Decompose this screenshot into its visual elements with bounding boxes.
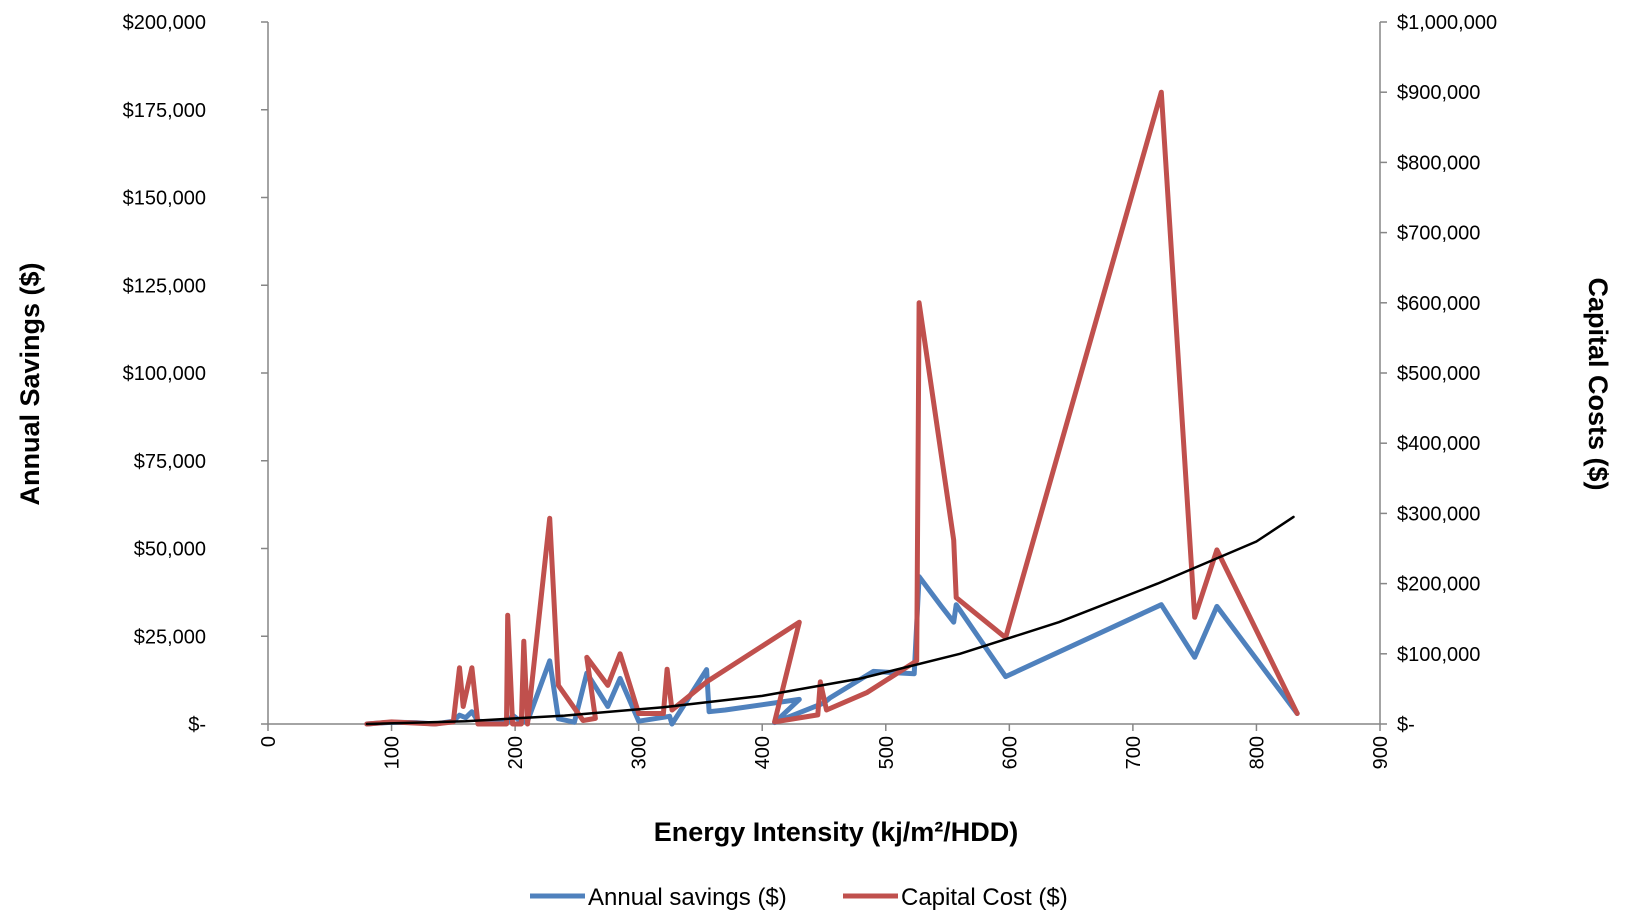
- right-tick-label: $400,000: [1397, 433, 1480, 455]
- right-tick-label: $800,000: [1397, 152, 1480, 174]
- left-tick-label: $150,000: [123, 188, 206, 210]
- x-tick-label: 800: [1246, 736, 1268, 769]
- x-tick-label: 400: [752, 736, 774, 769]
- annual-savings-line: [364, 574, 1300, 727]
- left-tick-label: $25,000: [134, 626, 206, 648]
- right-tick-label: $200,000: [1397, 574, 1480, 596]
- x-tick-label: 700: [1123, 736, 1145, 769]
- x-axis-ticks: 0 100 200 300 400 500 600 700 800 900: [258, 724, 1392, 769]
- right-tick-label: $500,000: [1397, 363, 1480, 385]
- right-tick-label: $600,000: [1397, 293, 1480, 315]
- left-tick-label: $50,000: [134, 539, 206, 561]
- left-tick-label: $125,000: [123, 275, 206, 297]
- right-tick-label: $900,000: [1397, 82, 1480, 104]
- right-tick-label: $100,000: [1397, 644, 1480, 666]
- right-axis-ticks: $- $100,000 $200,000 $300,000 $400,000 $500,0…: [1380, 12, 1497, 736]
- series-layer: [364, 89, 1300, 727]
- left-tick-label: $200,000: [123, 12, 206, 34]
- x-tick-label: 600: [999, 736, 1021, 769]
- right-tick-label: $300,000: [1397, 503, 1480, 525]
- x-tick-label: 100: [382, 736, 404, 769]
- left-tick-label: $-: [188, 714, 206, 736]
- left-axis-ticks: $- $25,000 $50,000 $75,000 $100,000 $125,000 $…: [123, 12, 268, 736]
- x-tick-label: 200: [505, 736, 527, 769]
- x-tick-label: 500: [876, 736, 898, 769]
- left-tick-label: $75,000: [134, 451, 206, 473]
- right-tick-label: $700,000: [1397, 223, 1480, 245]
- right-tick-label: $-: [1397, 714, 1415, 736]
- x-tick-label: 0: [258, 736, 280, 747]
- x-tick-label: 900: [1370, 736, 1392, 769]
- legend-label-annual-savings: Annual savings ($): [588, 884, 787, 911]
- right-tick-label: $1,000,000: [1397, 12, 1497, 34]
- x-axis-title: Energy Intensity (kj/m²/HDD): [654, 817, 1019, 847]
- x-tick-label: 300: [629, 736, 651, 769]
- left-axis-title: Annual Savings ($): [15, 262, 45, 505]
- right-axis-title: Capital Costs ($): [1583, 277, 1613, 490]
- left-tick-label: $100,000: [123, 363, 206, 385]
- trend-line: [365, 515, 1295, 726]
- legend: Annual savings ($) Capital Cost ($): [530, 884, 1068, 911]
- left-tick-label: $175,000: [123, 100, 206, 122]
- legend-label-capital-cost: Capital Cost ($): [901, 884, 1068, 911]
- capital-cost-line: [364, 89, 1300, 727]
